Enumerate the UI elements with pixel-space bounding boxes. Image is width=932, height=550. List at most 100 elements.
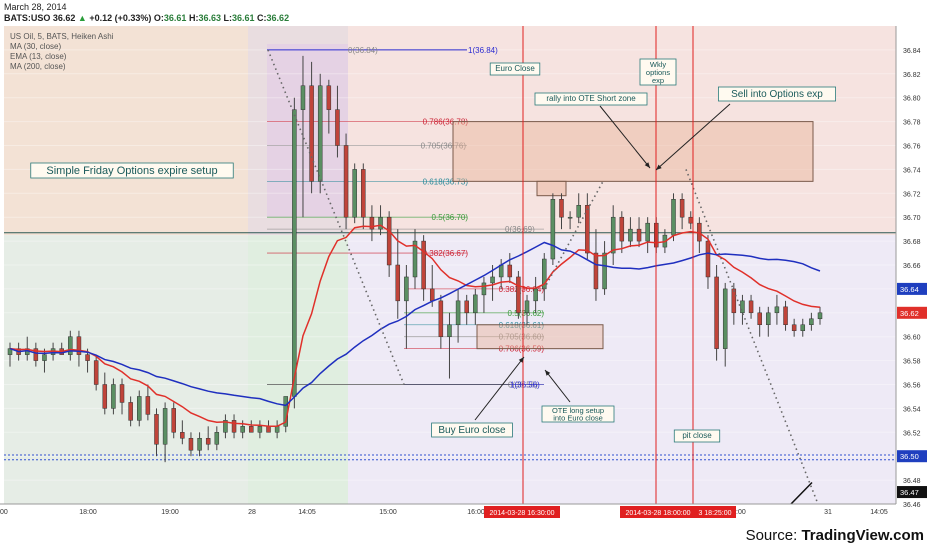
ohlc-open-key: O: bbox=[153, 13, 164, 23]
arrow-ote-long bbox=[544, 369, 571, 403]
candle-40 bbox=[352, 169, 357, 218]
candle-74 bbox=[645, 222, 650, 242]
annotation-rally: rally into OTE Short zone bbox=[546, 94, 636, 103]
arrow-sell-head bbox=[656, 164, 662, 170]
candle-55 bbox=[481, 282, 487, 296]
candle-61 bbox=[533, 288, 538, 302]
arrow-buy-head bbox=[518, 357, 524, 363]
fib-lower-label-0: 0.382(36.64) bbox=[499, 285, 545, 294]
candle-70 bbox=[610, 216, 616, 254]
fib-upper-label-6: 0(36.69) bbox=[505, 225, 535, 234]
annotation-wkly-box bbox=[639, 58, 677, 86]
zone-lower-left bbox=[4, 235, 248, 504]
candle-22 bbox=[197, 438, 202, 451]
candle-27 bbox=[240, 426, 245, 433]
annotation-buy: Buy Euro close bbox=[438, 425, 506, 436]
time-tick-6: 16:00 bbox=[467, 509, 485, 516]
candle-11 bbox=[102, 384, 108, 409]
fib-upper-label-1: 1(36.84) bbox=[468, 46, 498, 55]
legend-item-ma200: MA (200, close) bbox=[10, 62, 66, 71]
candle-50 bbox=[438, 300, 444, 337]
candle-73 bbox=[636, 228, 642, 242]
annotation-wkly-2: exp bbox=[652, 76, 664, 85]
annotation-ote-long-1: into Euro close bbox=[553, 414, 603, 423]
candle-47 bbox=[412, 240, 418, 278]
time-tick-9: 19:00 bbox=[728, 509, 746, 516]
candle-46 bbox=[404, 276, 409, 302]
candle-16 bbox=[145, 396, 151, 415]
price-tag-0-box bbox=[897, 282, 927, 295]
price-tick-9: 36.66 bbox=[903, 263, 921, 270]
rally-box bbox=[536, 180, 567, 197]
candle-45 bbox=[395, 264, 401, 302]
candle-53 bbox=[464, 300, 469, 314]
candle-35 bbox=[309, 85, 314, 182]
candle-88 bbox=[766, 312, 771, 325]
fib-upper-label-3: 0.705(36.76) bbox=[421, 142, 467, 151]
annotation-rally-box bbox=[534, 92, 648, 106]
zone-upper-left bbox=[4, 26, 248, 236]
candle-66 bbox=[576, 205, 581, 218]
ohlc-close-key: C: bbox=[257, 13, 267, 23]
candle-68 bbox=[593, 252, 599, 290]
fib-lower-label-6: 1(36.56) bbox=[510, 381, 540, 390]
price-tick-18: 36.48 bbox=[903, 478, 921, 485]
price-change: +0.12 (+0.33%) bbox=[89, 13, 152, 23]
annotation-euro-close: Euro Close bbox=[495, 64, 535, 73]
candle-78 bbox=[679, 199, 685, 218]
candle-64 bbox=[559, 199, 564, 218]
moving-average-series bbox=[9, 26, 821, 512]
candle-28 bbox=[249, 426, 254, 433]
candle-59 bbox=[516, 276, 521, 314]
fib-lower-label-1: 0.5(36.62) bbox=[508, 309, 545, 318]
price-tag-0: 36.64 bbox=[900, 285, 919, 294]
time-axis[interactable]: 0018:0019:002814:0515:0016:0017:0018:001… bbox=[0, 503, 896, 520]
candle-94 bbox=[817, 312, 823, 320]
candle-84 bbox=[731, 288, 737, 314]
price-tick-2: 36.80 bbox=[903, 96, 921, 103]
candle-85 bbox=[740, 300, 745, 314]
candle-12 bbox=[111, 384, 116, 409]
candle-71 bbox=[619, 216, 625, 242]
source-brand: TradingView.com bbox=[801, 527, 924, 544]
legend-item-ema13: EMA (13, close) bbox=[10, 52, 67, 61]
candle-13 bbox=[119, 384, 125, 403]
fib-upper-label-2: 0.786(36.78) bbox=[423, 118, 469, 127]
candle-48 bbox=[421, 240, 426, 290]
candle-31 bbox=[274, 426, 280, 433]
annotation-pit-close: pit close bbox=[682, 431, 712, 440]
last-price: 36.62 bbox=[52, 13, 76, 23]
price-tick-16: 36.52 bbox=[903, 430, 921, 437]
ohlc-high: 36.63 bbox=[198, 13, 221, 23]
chart-legend: US Oil, 5, BATS, Heiken Ashi MA (30, clo… bbox=[10, 32, 114, 71]
price-tag-3-box bbox=[897, 486, 927, 499]
arrow-buy bbox=[474, 356, 525, 421]
candle-69 bbox=[602, 252, 607, 290]
price-tag-3: 36.47 bbox=[900, 488, 919, 497]
price-tag-2-box bbox=[897, 450, 927, 463]
price-axis[interactable]: 36.84 36.82 36.80 36.78 36.76 36.74 36.72 36.70… bbox=[895, 26, 932, 509]
annotation-pit-close-box bbox=[673, 429, 721, 443]
price-tick-19: 36.46 bbox=[903, 502, 921, 509]
candle-49 bbox=[429, 288, 435, 302]
candle-4 bbox=[42, 354, 47, 361]
candle-91 bbox=[791, 324, 797, 331]
candle-8 bbox=[76, 336, 82, 355]
candle-82 bbox=[714, 276, 719, 349]
candle-92 bbox=[800, 324, 806, 331]
candle-24 bbox=[214, 432, 220, 445]
candle-10 bbox=[93, 360, 99, 385]
candle-87 bbox=[757, 312, 762, 325]
ohlc-open: 36.61 bbox=[163, 13, 187, 23]
chart-annotations: Simple Friday Options expire setup Euro C… bbox=[30, 58, 837, 443]
candle-20 bbox=[180, 432, 185, 439]
annotation-setup-box bbox=[30, 162, 234, 179]
candle-67 bbox=[585, 205, 590, 254]
annotation-sell: Sell into Options exp bbox=[731, 89, 823, 100]
ohlc-low: 36.61 bbox=[232, 13, 255, 23]
candle-3 bbox=[33, 348, 39, 361]
fib-upper-label-0: 0(36.84) bbox=[348, 46, 378, 55]
zone-lower-right bbox=[348, 235, 896, 504]
price-tag-1-box bbox=[897, 306, 927, 319]
